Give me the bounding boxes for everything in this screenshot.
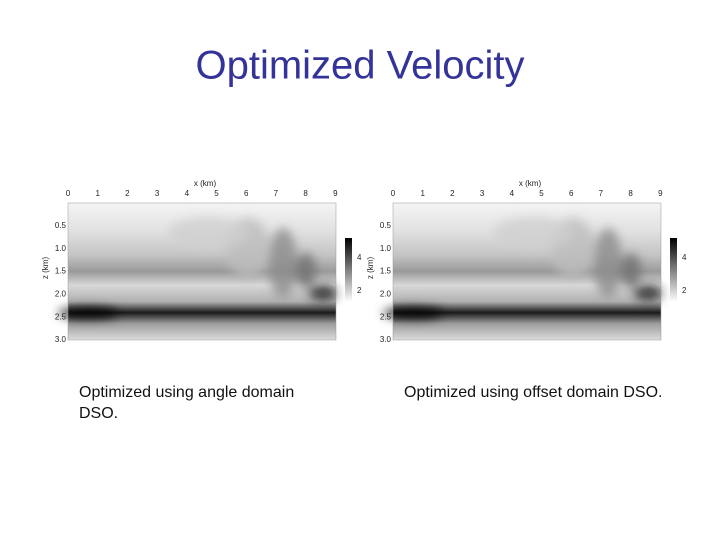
slide-title: Optimized Velocity [195,44,524,88]
x-tick-label: 4 [510,189,515,198]
x-axis-label: x (km) [194,179,217,188]
z-tick-label: 3.0 [55,335,67,344]
image-feature [594,228,622,298]
caption: Optimized using offset domain DSO. [404,384,663,401]
z-tick-label: 1.0 [55,244,67,253]
x-tick-label: 8 [628,189,633,198]
colorbar-tick-label: 4 [682,253,687,262]
z-tick-label: 1.5 [380,267,392,276]
z-axis-label: z (km) [366,257,375,280]
z-tick-label: 3.0 [380,335,392,344]
x-tick-label: 3 [155,189,160,198]
z-axis-label: z (km) [41,257,50,280]
velocity-panel: x (km) 0 1 2 3 4 5 6 7 8 9 0.5 1.0 1.5 2.0 2.5 3.0 z (km)… [41,179,362,422]
image-border [392,202,662,341]
image-feature [493,217,573,249]
colorbar-tick-label: 2 [357,286,362,295]
image-feature [309,285,337,301]
x-tick-label: 6 [569,189,574,198]
z-tick-label: 2.0 [380,290,392,299]
image-feature [621,253,641,289]
x-tick-label: 4 [185,189,190,198]
x-tick-label: 0 [66,189,71,198]
caption: DSO. [79,405,118,422]
x-tick-label: 7 [274,189,279,198]
velocity-panel: x (km) 0 1 2 3 4 5 6 7 8 9 0.5 1.0 1.5 2.0 2.5 3.0 z (km)… [366,179,687,401]
x-tick-label: 5 [539,189,544,198]
x-tick-label: 2 [450,189,455,198]
x-tick-label: 9 [658,189,663,198]
x-tick-label: 1 [95,189,100,198]
colorbar-tick-label: 2 [682,286,687,295]
image-feature [383,307,443,319]
x-tick-label: 8 [303,189,308,198]
x-tick-label: 5 [214,189,219,198]
z-tick-label: 0.5 [55,221,67,230]
caption: Optimized using angle domain [79,384,294,401]
z-tick-label: 2.0 [55,290,67,299]
x-tick-label: 9 [333,189,338,198]
image-feature [168,217,248,249]
z-tick-label: 2.5 [55,312,67,321]
image-feature [58,307,118,319]
image-border [67,202,337,341]
x-tick-label: 2 [125,189,130,198]
x-tick-label: 1 [420,189,425,198]
x-tick-label: 7 [599,189,604,198]
image-features [383,217,662,319]
image-feature [634,285,662,301]
z-tick-label: 2.5 [380,312,392,321]
colorbar [670,238,677,302]
z-tick-label: 0.5 [380,221,392,230]
image-feature [269,228,297,298]
z-tick-label: 1.0 [380,244,392,253]
image-features [58,217,337,319]
x-tick-label: 3 [480,189,485,198]
colorbar [345,238,352,302]
image-feature [296,253,316,289]
colorbar-tick-label: 4 [357,253,362,262]
x-axis-label: x (km) [519,179,542,188]
z-tick-label: 1.5 [55,267,67,276]
x-tick-label: 6 [244,189,249,198]
x-tick-label: 0 [391,189,396,198]
